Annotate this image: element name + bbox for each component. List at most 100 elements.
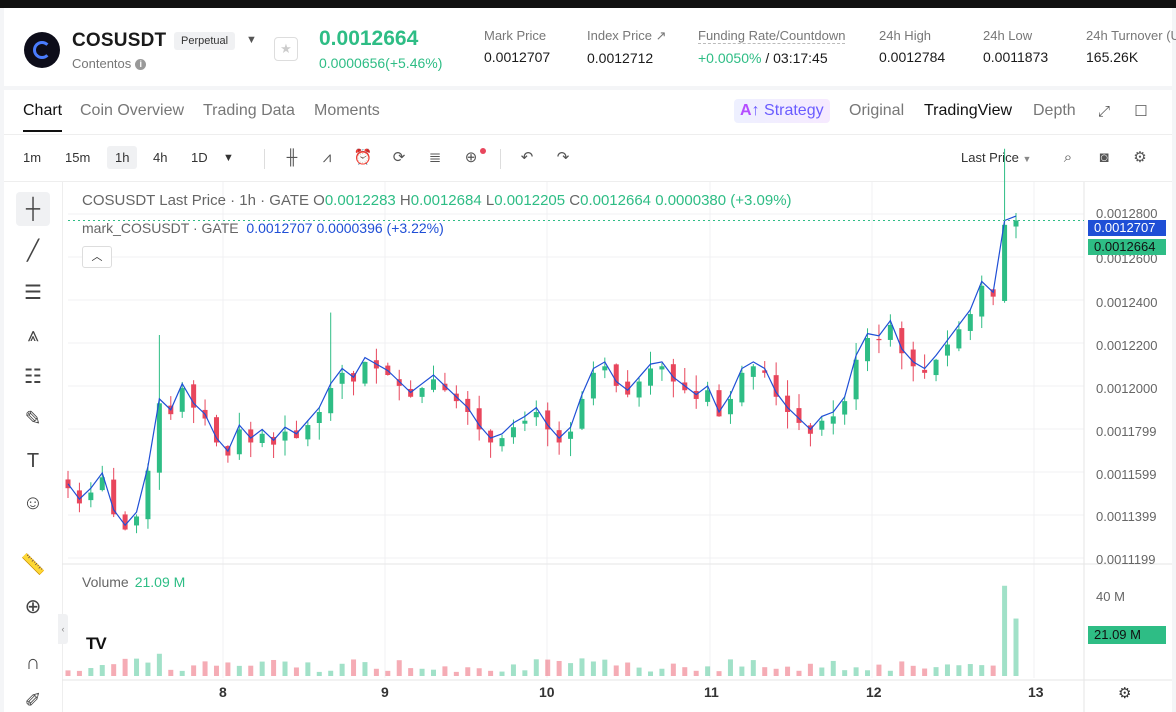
volume-bar: [351, 659, 357, 676]
price-tick: 0.0012000: [1096, 381, 1158, 396]
stat-24h-low: 24h Low 0.0011873: [983, 28, 1049, 65]
mark-legend: mark_COSUSDT · GATE 0.0012707 0.0000396 …: [82, 220, 444, 236]
interval-1h[interactable]: 1h: [107, 146, 138, 169]
stat-funding-rate[interactable]: Funding Rate/Countdown +0.0050% / 03:17:…: [698, 28, 846, 66]
candle-body: [476, 408, 482, 430]
interval-15m[interactable]: 15m: [65, 150, 91, 165]
candle-body: [625, 381, 631, 395]
stat-index-price[interactable]: Index Price ↗ 0.0012712: [587, 28, 667, 66]
tradingview-logo-icon[interactable]: TV: [86, 634, 107, 653]
volume-bar: [613, 665, 619, 676]
tab-chart[interactable]: Chart: [23, 102, 63, 132]
horizontal-lines-icon[interactable]: ☰: [24, 282, 42, 304]
camera-icon[interactable]: ◙: [1099, 149, 1109, 166]
volume-bar: [191, 665, 197, 676]
view-depth[interactable]: Depth: [1033, 102, 1076, 119]
volume-bar: [773, 668, 779, 676]
price-tick: 0.0011399: [1096, 509, 1157, 524]
volume-bar: [739, 666, 745, 676]
view-original[interactable]: Original: [849, 102, 905, 119]
templates-icon[interactable]: ≣: [428, 149, 442, 166]
emoji-icon[interactable]: ☺: [22, 492, 44, 514]
chevron-down-icon[interactable]: ▼: [246, 34, 257, 46]
volume-bar: [362, 662, 368, 676]
redo-icon[interactable]: ↷: [556, 149, 570, 166]
undo-icon[interactable]: ↶: [520, 149, 534, 166]
volume-bar: [979, 665, 985, 676]
axis-settings-icon[interactable]: ⚙: [1118, 685, 1132, 702]
volume-bar: [876, 664, 882, 676]
candle-body: [670, 364, 676, 382]
collapse-legend-button[interactable]: ︿: [82, 246, 112, 268]
volume-bar: [705, 666, 711, 676]
volume-bar: [430, 669, 436, 676]
expand-icon[interactable]: ⤢: [1097, 103, 1110, 120]
price-tick: 0.0012400: [1096, 295, 1158, 310]
volume-bar: [419, 668, 425, 676]
volume-bar: [76, 670, 82, 676]
price-tick: 0.0012200: [1096, 338, 1158, 353]
candle-body: [590, 372, 596, 399]
volume-bar: [990, 665, 996, 676]
symbol-subtitle: Contentos i: [72, 56, 147, 71]
volume-bar: [339, 663, 345, 676]
price-change: 0.0000656(+5.46%): [319, 55, 443, 71]
candlestick-type-icon[interactable]: ╫: [286, 149, 298, 166]
fib-icon[interactable]: ☷: [24, 366, 42, 388]
drawing-toolbar: ┼ ╱ ☰ ⩓ ☷ ✎ T ☺ 📏 ⊕ ∩ ✐: [4, 182, 63, 712]
price-chart[interactable]: [4, 90, 1172, 712]
interval-4h[interactable]: 4h: [153, 150, 168, 165]
collapse-toolbar-handle[interactable]: ‹: [58, 614, 68, 644]
volume-bar: [659, 668, 665, 676]
interval-1d[interactable]: 1D: [191, 150, 208, 165]
candle-body: [568, 431, 574, 439]
volume-bar: [556, 660, 562, 676]
candle-body: [899, 328, 905, 354]
candle-body: [556, 430, 562, 443]
volume-bar: [476, 668, 482, 676]
replay-icon[interactable]: ⟳: [392, 149, 406, 166]
interval-dropdown-icon[interactable]: ▼: [223, 152, 234, 164]
view-tradingview[interactable]: TradingView: [924, 102, 1013, 119]
settings-gear-icon[interactable]: ⚙: [1133, 149, 1147, 166]
pattern-icon[interactable]: ⩓: [27, 324, 39, 346]
candle-body: [716, 390, 722, 417]
info-icon[interactable]: i: [135, 59, 147, 70]
volume-bar: [727, 659, 733, 676]
volume-bar: [522, 670, 528, 676]
volume-bar: [533, 659, 539, 676]
lock-draw-icon[interactable]: ✐: [24, 690, 42, 710]
alert-icon[interactable]: ⏰: [353, 149, 373, 166]
volume-bar: [293, 667, 299, 676]
volume-bar: [830, 660, 836, 676]
candle-body: [796, 408, 802, 423]
ruler-icon[interactable]: 📏: [20, 554, 46, 576]
volume-bar: [271, 659, 277, 676]
add-icon[interactable]: ⊕: [464, 149, 478, 166]
tab-coin-overview[interactable]: Coin Overview: [80, 102, 185, 119]
brush-icon[interactable]: ✎: [24, 408, 42, 430]
window-icon[interactable]: ☐: [1134, 103, 1148, 120]
mark-price-tag: 0.0012707: [1088, 220, 1166, 236]
interval-1m[interactable]: 1m: [23, 150, 42, 165]
tab-moments[interactable]: Moments: [314, 102, 380, 119]
symbol-title[interactable]: COSUSDT: [72, 30, 167, 51]
favorite-star-icon[interactable]: ★: [274, 37, 298, 61]
volume-bar: [111, 664, 117, 676]
volume-tag: 21.09 M: [1088, 626, 1166, 644]
text-icon[interactable]: T: [26, 450, 40, 472]
volume-bar: [682, 667, 688, 676]
candle-body: [819, 420, 825, 430]
price-tick: 0.0011599: [1096, 467, 1157, 482]
tab-trading-data[interactable]: Trading Data: [203, 102, 295, 119]
magnet-icon[interactable]: ∩: [25, 652, 41, 674]
zoom-in-icon[interactable]: ⊕: [24, 596, 42, 618]
volume-bar: [465, 667, 471, 676]
crosshair-icon[interactable]: ┼: [16, 192, 50, 226]
volume-bar: [785, 666, 791, 676]
indicators-icon[interactable]: ⩘: [322, 149, 332, 166]
search-icon[interactable]: ⌕: [1063, 149, 1073, 166]
trend-line-icon[interactable]: ╱: [26, 240, 40, 262]
strategy-button[interactable]: A↑ Strategy: [734, 99, 830, 123]
volume-bar: [922, 668, 928, 676]
